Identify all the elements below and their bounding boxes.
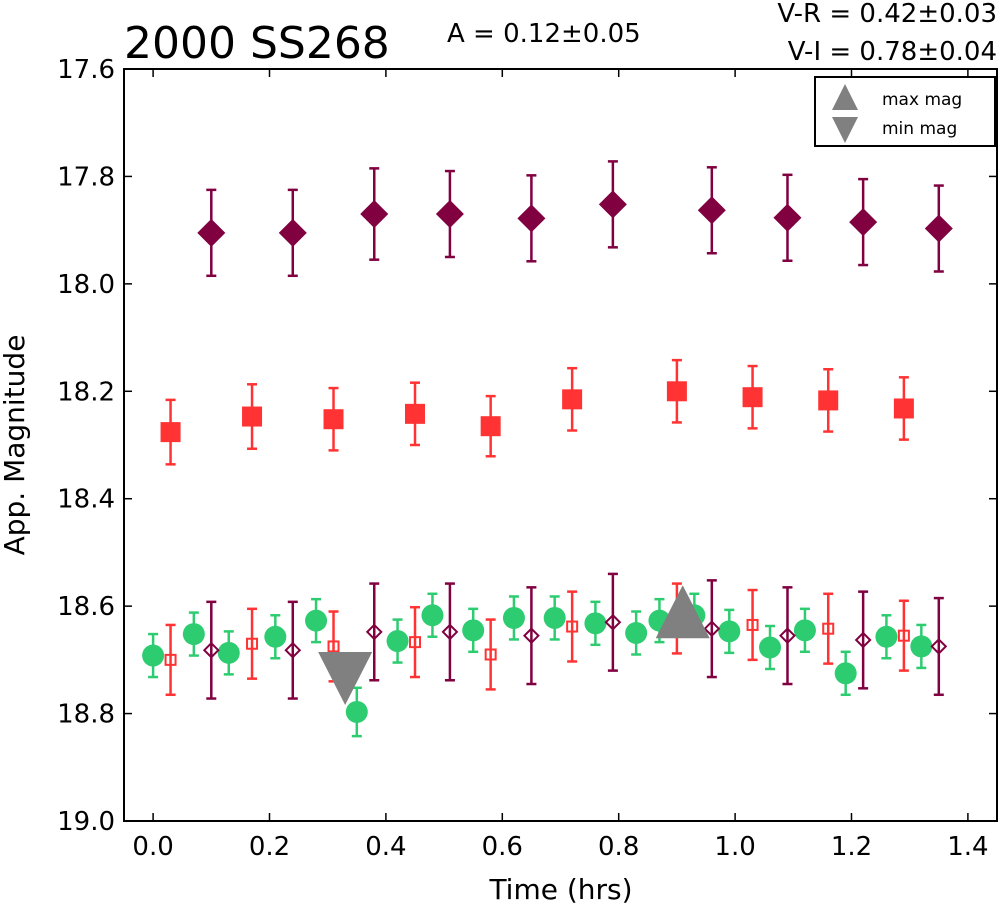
y-tick-label: 18.8 — [57, 700, 115, 730]
max-mag-marker — [655, 585, 710, 639]
data-point — [822, 622, 835, 635]
data-point — [742, 387, 763, 408]
series-1 — [197, 160, 953, 278]
data-point — [718, 620, 741, 643]
data-point — [562, 389, 583, 410]
plot-frame — [123, 68, 998, 822]
data-point — [164, 653, 177, 666]
color-index-vr: V-R = 0.42±0.03 — [777, 0, 997, 29]
data-point — [584, 612, 607, 635]
data-point — [849, 208, 878, 237]
data-point — [197, 218, 226, 247]
data-point — [930, 638, 948, 655]
data-point — [598, 190, 627, 219]
data-point — [502, 606, 525, 629]
legend-marker-2 — [832, 117, 858, 143]
legend: max mag min mag — [814, 76, 996, 147]
y-axis-label: App. Magnitude — [0, 335, 31, 556]
data-point — [875, 625, 898, 648]
legend-marker-1 — [832, 84, 858, 110]
amplitude-label: A = 0.12±0.05 — [447, 19, 641, 49]
data-point — [305, 609, 328, 632]
data-point — [365, 623, 383, 641]
series-2 — [160, 358, 914, 466]
data-point — [910, 635, 933, 658]
axes: 0.0 0.2 0.4 0.6 0.8 1.0 1.2 1.4 17.6 17.8 18.0 18.2… — [57, 55, 998, 862]
data-point — [543, 606, 566, 629]
data-point — [405, 403, 425, 424]
legend-label: max mag — [882, 90, 962, 110]
data-point — [421, 604, 444, 627]
data-point — [897, 629, 910, 642]
data-point — [793, 619, 816, 642]
y-tick-label: 17.8 — [57, 162, 115, 192]
color-index-vi: V-I = 0.78±0.04 — [788, 37, 997, 67]
data-layer — [142, 160, 953, 738]
data-point — [327, 640, 340, 653]
y-tick-label: 18.0 — [57, 270, 115, 300]
y-tick-label: 18.6 — [57, 592, 115, 622]
series-5 — [202, 572, 948, 700]
data-point — [264, 625, 287, 648]
x-tick-label: 0.0 — [132, 832, 173, 862]
data-point — [386, 630, 409, 653]
data-point — [697, 196, 726, 225]
x-tick-label: 0.8 — [598, 832, 639, 862]
data-point — [345, 700, 368, 723]
data-point — [284, 641, 302, 659]
data-point — [818, 390, 839, 411]
y-tick-label: 17.6 — [57, 55, 115, 85]
data-point — [278, 218, 307, 247]
data-point — [160, 422, 181, 443]
data-point — [202, 641, 220, 659]
data-point — [323, 409, 344, 430]
data-point — [242, 406, 263, 427]
x-tick-label: 0.6 — [482, 832, 523, 862]
data-point — [246, 637, 259, 650]
legend-label: min mag — [882, 119, 957, 139]
data-point — [893, 398, 914, 419]
data-point — [441, 623, 459, 641]
data-point — [666, 381, 687, 402]
data-point — [746, 618, 759, 631]
data-point — [480, 416, 501, 437]
data-point — [522, 627, 540, 645]
chart-title: 2000 SS268 — [124, 18, 390, 69]
data-point — [142, 644, 165, 667]
data-point — [435, 200, 464, 229]
x-tick-label: 1.0 — [714, 832, 755, 862]
data-point — [217, 641, 240, 664]
data-point — [924, 214, 953, 243]
data-point — [566, 620, 579, 633]
data-point — [462, 619, 485, 642]
data-point — [834, 662, 857, 685]
y-tick-label: 18.4 — [57, 485, 115, 515]
y-tick-label: 18.2 — [57, 377, 115, 407]
data-point — [773, 203, 802, 232]
data-point — [625, 622, 648, 644]
min-mag-marker — [318, 651, 373, 705]
data-point — [409, 636, 421, 649]
data-point — [779, 627, 796, 645]
x-axis-label: Time (hrs) — [488, 873, 632, 904]
data-point — [484, 648, 497, 661]
data-point — [360, 200, 389, 229]
y-tick-label: 19.0 — [57, 807, 115, 837]
data-point — [759, 636, 782, 659]
data-point — [182, 623, 205, 646]
data-point — [517, 204, 546, 233]
series-3 — [142, 592, 933, 738]
x-tick-label: 1.4 — [947, 832, 988, 862]
x-tick-label: 0.2 — [249, 832, 290, 862]
data-point — [854, 631, 872, 649]
x-tick-label: 1.2 — [831, 832, 872, 862]
data-point — [703, 620, 721, 638]
data-point — [604, 613, 622, 631]
x-tick-label: 0.4 — [365, 832, 406, 862]
